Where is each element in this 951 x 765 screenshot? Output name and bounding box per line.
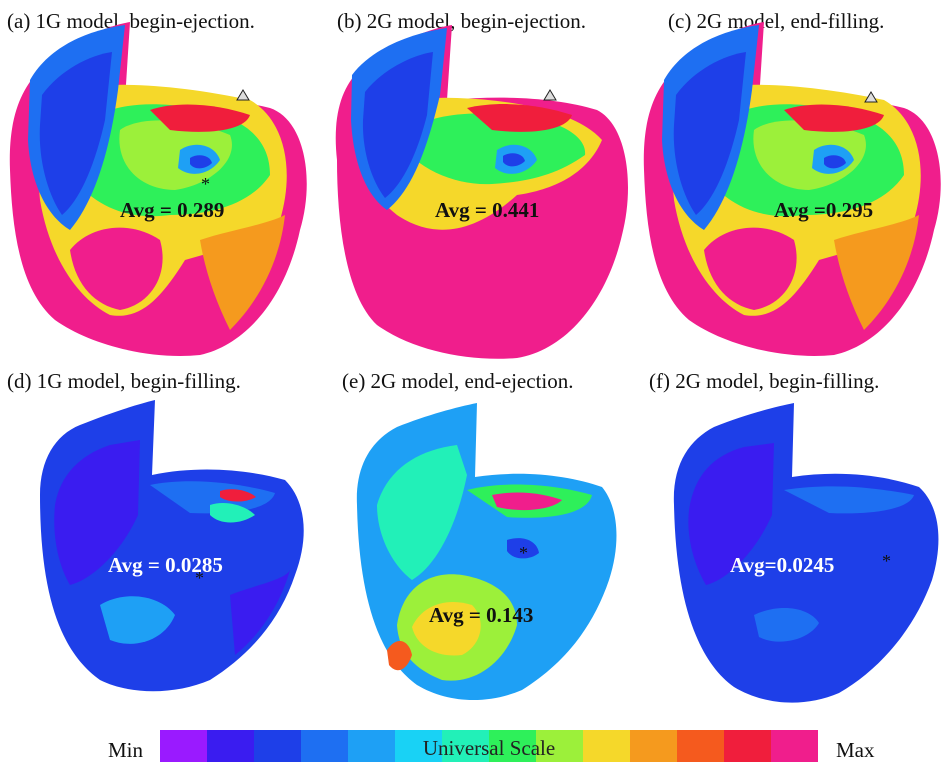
scale-swatch-12	[677, 730, 724, 762]
panel-a: (a) 1G model, begin-ejection. * Avg = 0.…	[0, 0, 317, 365]
panel-b-avg-label: Avg = 0.441	[435, 198, 540, 222]
heart-contour-map-a: *	[9, 22, 307, 356]
panel-b: (b) 2G model, begin-ejection. Avg = 0.44…	[317, 0, 634, 365]
scale-swatch-5	[348, 730, 395, 762]
marker-asterisk-e: *	[519, 543, 528, 563]
panel-d-avg-label: Avg = 0.0285	[108, 553, 223, 577]
marker-asterisk-d: *	[195, 568, 204, 588]
panel-b-caption: (b) 2G model, begin-ejection.	[337, 9, 587, 33]
heart-contour-map-d: *	[40, 400, 304, 692]
marker-asterisk-f: *	[882, 551, 891, 571]
panel-d: (d) 1G model, begin-filling. * Avg = 0.0…	[0, 365, 317, 730]
scale-max-label: Max	[836, 738, 875, 762]
panel-c-avg-label: Avg =0.295	[774, 198, 874, 222]
scale-swatch-2	[207, 730, 254, 762]
heart-contour-map-f: *	[673, 403, 939, 703]
panel-e-avg-label: Avg = 0.143	[429, 603, 534, 627]
panel-e-caption: (e) 2G model, end-ejection.	[342, 369, 574, 393]
scale-swatch-14	[771, 730, 818, 762]
scale-swatch-6	[395, 730, 442, 762]
panel-f-avg-label: Avg=0.0245	[730, 553, 835, 577]
panel-c-caption: (c) 2G model, end-filling.	[668, 9, 885, 33]
scale-swatch-13	[724, 730, 771, 762]
panel-e: (e) 2G model, end-ejection. * Avg = 0.14…	[317, 365, 634, 730]
scale-swatch-8	[489, 730, 536, 762]
heart-contour-map-e: *	[356, 403, 617, 701]
heart-contour-map-b	[335, 25, 629, 359]
scale-title: Universal Scale	[422, 736, 556, 760]
panel-c: (c) 2G model, end-filling. Avg =0.295	[634, 0, 951, 365]
scale-swatch-4	[301, 730, 348, 762]
panel-a-avg-label: Avg = 0.289	[120, 198, 225, 222]
heart-contour-map-c	[643, 22, 941, 356]
marker-asterisk-a: *	[201, 174, 210, 194]
scale-swatch-3	[254, 730, 301, 762]
panel-a-caption: (a) 1G model, begin-ejection.	[7, 9, 255, 33]
scale-swatch-10	[583, 730, 630, 762]
scale-swatch-9	[536, 730, 583, 762]
panel-f-caption: (f) 2G model, begin-filling.	[649, 369, 880, 393]
panel-f: (f) 2G model, begin-filling. * Avg=0.024…	[634, 365, 951, 730]
panel-d-caption: (d) 1G model, begin-filling.	[7, 369, 241, 393]
universal-color-scale-bar	[160, 730, 818, 762]
scale-swatch-7	[442, 730, 489, 762]
scale-swatch-1	[160, 730, 207, 762]
scale-min-label: Min	[108, 738, 144, 762]
scale-swatch-11	[630, 730, 677, 762]
